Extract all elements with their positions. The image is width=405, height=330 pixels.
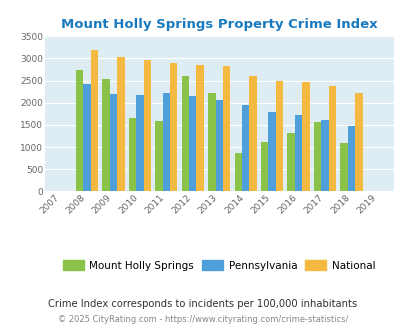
Bar [354, 93, 362, 191]
Bar [155, 121, 162, 191]
Bar [170, 63, 177, 191]
Bar [249, 76, 256, 191]
Bar [102, 79, 109, 191]
Bar [208, 93, 215, 191]
Bar [287, 133, 294, 191]
Bar [215, 100, 222, 191]
Bar [109, 94, 117, 191]
Bar [90, 50, 98, 191]
Bar [189, 96, 196, 191]
Text: © 2025 CityRating.com - https://www.cityrating.com/crime-statistics/: © 2025 CityRating.com - https://www.city… [58, 315, 347, 324]
Bar [234, 153, 241, 191]
Bar [128, 118, 136, 191]
Bar [143, 60, 151, 191]
Bar [268, 112, 275, 191]
Bar [136, 95, 143, 191]
Bar [76, 70, 83, 191]
Bar [83, 84, 90, 191]
Bar [196, 65, 203, 191]
Bar [260, 142, 268, 191]
Bar [347, 126, 354, 191]
Bar [241, 105, 249, 191]
Bar [117, 57, 124, 191]
Bar [302, 82, 309, 191]
Bar [339, 143, 347, 191]
Bar [294, 115, 302, 191]
Bar [222, 66, 230, 191]
Title: Mount Holly Springs Property Crime Index: Mount Holly Springs Property Crime Index [61, 18, 377, 31]
Bar [181, 76, 189, 191]
Bar [313, 122, 320, 191]
Bar [275, 81, 283, 191]
Bar [320, 119, 328, 191]
Bar [328, 86, 335, 191]
Bar [162, 93, 170, 191]
Legend: Mount Holly Springs, Pennsylvania, National: Mount Holly Springs, Pennsylvania, Natio… [59, 255, 378, 275]
Text: Crime Index corresponds to incidents per 100,000 inhabitants: Crime Index corresponds to incidents per… [48, 299, 357, 309]
